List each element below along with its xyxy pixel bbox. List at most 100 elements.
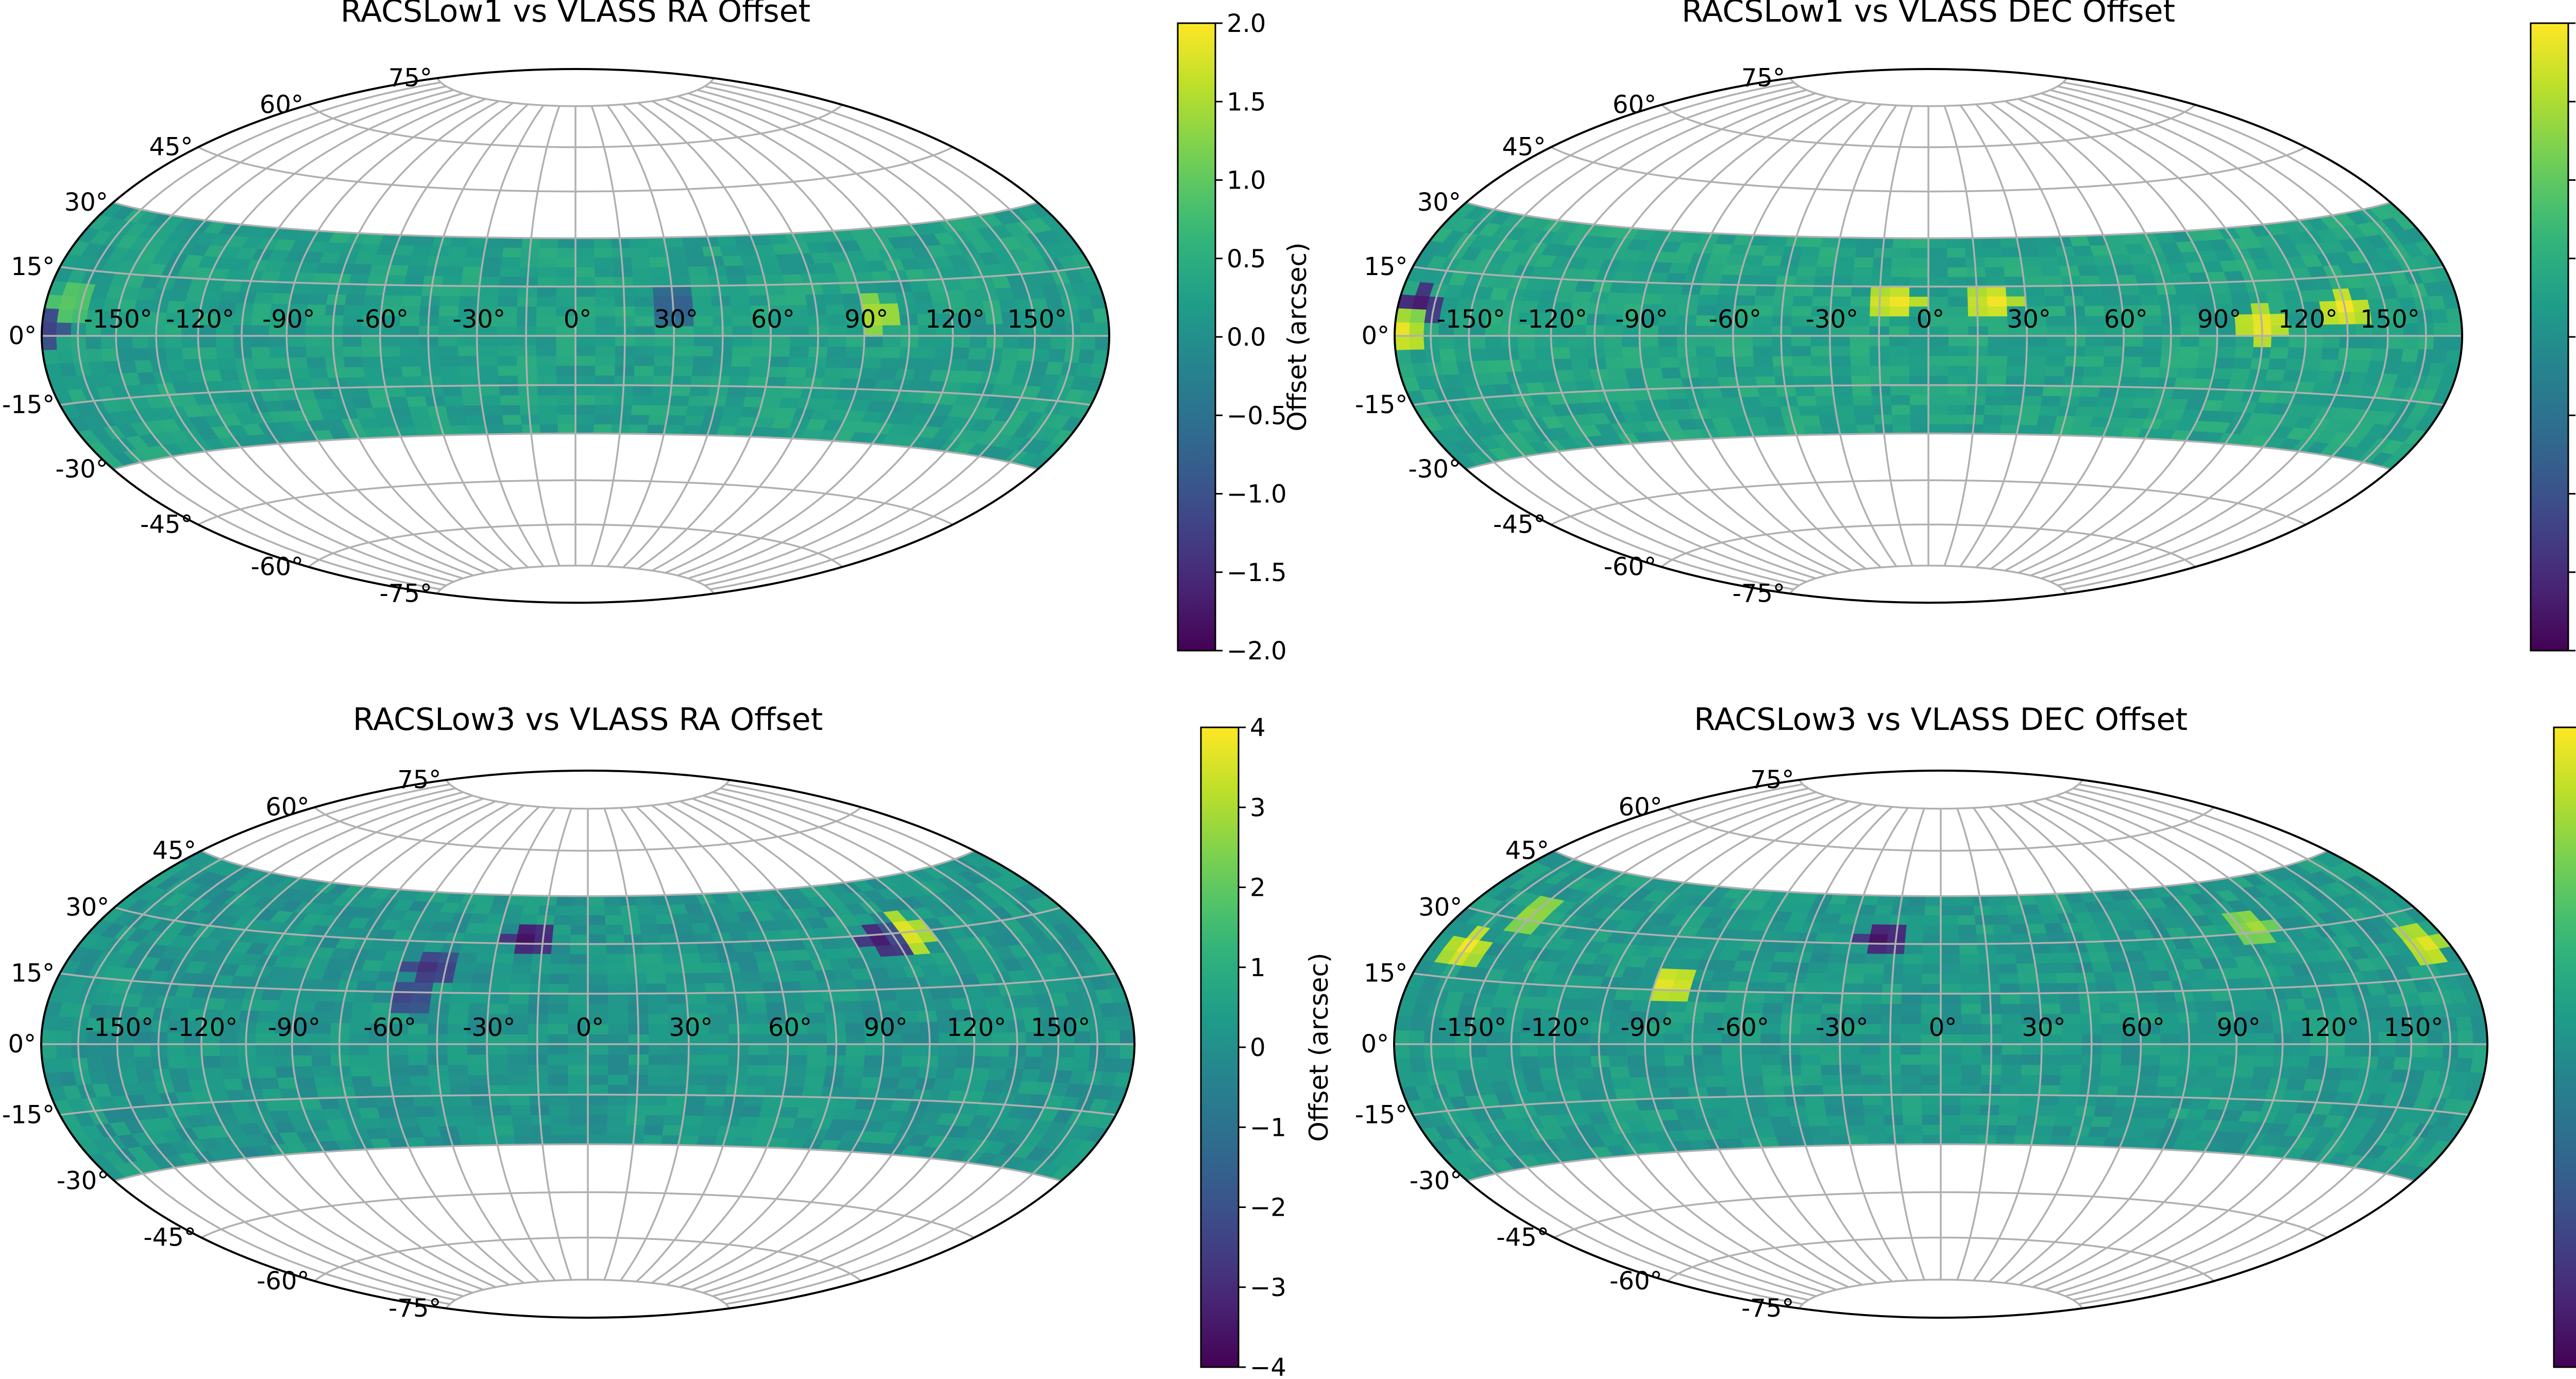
heatmap-cell [1888, 355, 1909, 366]
heatmap-cell [607, 983, 628, 994]
heatmap-cell [547, 1023, 568, 1034]
heatmap-cell [167, 1055, 187, 1069]
heatmap-cell [1714, 346, 1735, 357]
heatmap-cell [1575, 998, 1597, 1011]
heatmap-cell [931, 357, 952, 370]
heatmap-cell [863, 1054, 884, 1067]
lon-tick-label: -30° [463, 1013, 515, 1042]
heatmap-cell [634, 895, 653, 906]
heatmap-cell [2287, 1066, 2309, 1079]
heatmap-cell [742, 1095, 764, 1107]
heatmap-cell [1537, 1055, 1556, 1068]
heatmap-cell [2235, 1054, 2256, 1067]
heatmap-cell [1573, 1066, 1594, 1079]
heatmap-cell [775, 253, 797, 265]
heatmap-cell [2077, 396, 2098, 407]
heatmap-cell [2044, 365, 2065, 377]
heatmap-cell [650, 266, 671, 277]
heatmap-cell [2140, 1044, 2161, 1055]
heatmap-cell [1603, 335, 1622, 347]
heatmap-cell [843, 356, 863, 368]
heatmap-cell [1922, 1134, 1941, 1145]
heatmap-cell [1909, 404, 1929, 415]
heatmap-cell [1910, 423, 1929, 434]
heatmap-cell [1662, 283, 1684, 295]
heatmap-cell [1102, 1016, 1120, 1031]
heatmap-cell [1928, 257, 1948, 268]
heatmap-cell [1928, 345, 1948, 356]
heatmap-cell [412, 981, 434, 993]
heatmap-cell [1647, 1076, 1669, 1088]
heatmap-cell [607, 1094, 628, 1105]
heatmap-cell [135, 1068, 155, 1082]
heatmap-cell [1792, 285, 1814, 297]
heatmap-cell [201, 1044, 220, 1057]
heatmap-cell [185, 1067, 206, 1080]
heatmap-cell [782, 991, 804, 1003]
heatmap-cell [414, 971, 436, 983]
heatmap-cell [550, 953, 570, 964]
heatmap-cell [843, 1065, 865, 1077]
heatmap-cell [2194, 1076, 2216, 1088]
heatmap-cell [688, 1044, 709, 1055]
heatmap-cell [1699, 377, 1720, 388]
heatmap-cell [471, 1104, 493, 1116]
heatmap-cell [873, 379, 895, 391]
heatmap-cell [2081, 285, 2103, 296]
panel-title: RACSLow1 vs VLASS DEC Offset [1682, 0, 2175, 29]
heatmap-cell [2020, 256, 2041, 267]
heatmap-cell [1820, 236, 1841, 248]
heatmap-cell [1846, 1125, 1867, 1136]
heatmap-cell [681, 236, 702, 247]
heatmap-cell [1981, 237, 2002, 248]
heatmap-cell [2229, 368, 2251, 380]
heatmap-cell [2402, 335, 2419, 349]
heatmap-cell [557, 237, 576, 248]
heatmap-cell [2231, 999, 2253, 1012]
heatmap-cell [731, 345, 752, 357]
heatmap-cell [687, 1064, 709, 1076]
heatmap-cell [1940, 1064, 1961, 1075]
heatmap-cell [1840, 1074, 1862, 1085]
lat-tick-label: -75° [1732, 579, 1785, 608]
heatmap-cell [1645, 1054, 1666, 1067]
heatmap-cell [1900, 1054, 1921, 1065]
heatmap-cell [932, 998, 954, 1011]
heatmap-cell [1853, 404, 1874, 415]
heatmap-cell [2084, 315, 2105, 327]
heatmap-cell [2194, 293, 2215, 305]
heatmap-cell [1670, 1097, 1693, 1110]
heatmap-cell [55, 321, 72, 336]
heatmap-cell [1900, 1013, 1921, 1025]
heatmap-cell [670, 385, 691, 396]
heatmap-cell [1726, 1096, 1749, 1108]
heatmap-cell [1908, 286, 1929, 297]
heatmap-cell [2432, 321, 2449, 336]
heatmap-cell [629, 414, 650, 425]
heatmap-cell [1855, 423, 1876, 435]
heatmap-cell [452, 972, 473, 983]
heatmap-cell [568, 1114, 588, 1125]
heatmap-cell [410, 1085, 432, 1097]
heatmap-cell [1832, 276, 1853, 287]
heatmap-cell [554, 905, 572, 915]
heatmap-cell [1839, 1044, 1860, 1055]
heatmap-cell [486, 1044, 507, 1055]
heatmap-cell [2173, 377, 2195, 389]
heatmap-cell [2035, 1115, 2056, 1126]
heatmap-cell [1960, 1084, 1981, 1095]
heatmap-cell [567, 1074, 588, 1085]
heatmap-cell [222, 1078, 244, 1091]
heatmap-cell [1829, 335, 1850, 346]
heatmap-cell [393, 981, 415, 993]
heatmap-cell [371, 991, 394, 1003]
heatmap-cell [1813, 276, 1834, 287]
heatmap-cell [537, 266, 557, 278]
heatmap-cell [2290, 1055, 2310, 1068]
heatmap-cell [468, 993, 490, 1004]
heatmap-cell [1608, 281, 1631, 293]
heatmap-cell [594, 404, 614, 415]
heatmap-cell [294, 1076, 316, 1088]
colorbar-tick-label: −4 [1250, 1353, 1286, 1379]
heatmap-cell [361, 356, 383, 367]
